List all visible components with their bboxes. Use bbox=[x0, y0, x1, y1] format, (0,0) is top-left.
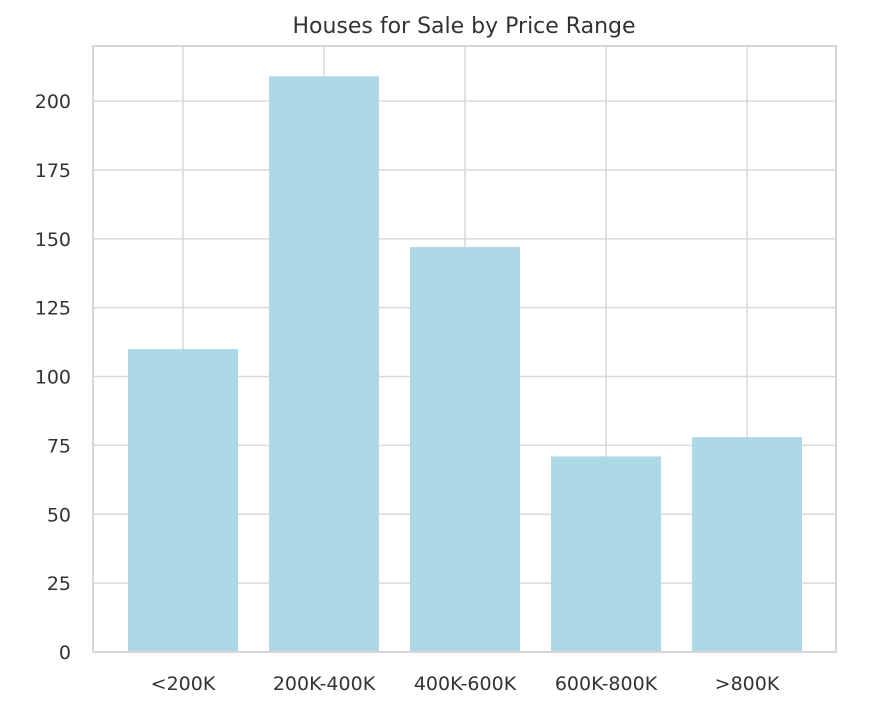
x-tick-label: 200K-400K bbox=[273, 673, 376, 695]
x-tick-label: 600K-800K bbox=[555, 673, 658, 695]
y-tick-label: 200 bbox=[35, 91, 71, 113]
x-axis-ticks: <200K 200K-400K 400K-600K 600K-800K >800K bbox=[151, 673, 780, 695]
bar bbox=[410, 247, 520, 652]
y-tick-label: 25 bbox=[47, 573, 71, 595]
bar bbox=[128, 349, 238, 652]
bars bbox=[128, 76, 802, 653]
y-tick-label: 100 bbox=[35, 367, 71, 389]
y-tick-label: 0 bbox=[59, 642, 71, 664]
x-tick-label: 400K-600K bbox=[414, 673, 517, 695]
bar bbox=[692, 437, 802, 652]
chart-title: Houses for Sale by Price Range bbox=[292, 14, 635, 39]
bar bbox=[269, 76, 379, 653]
x-tick-label: <200K bbox=[151, 673, 216, 695]
y-tick-label: 125 bbox=[35, 298, 71, 320]
bar bbox=[551, 456, 661, 652]
y-axis-ticks: 0 25 50 75 100 125 150 175 200 bbox=[35, 91, 71, 664]
y-tick-label: 50 bbox=[47, 504, 71, 526]
x-tick-label: >800K bbox=[715, 673, 780, 695]
y-tick-label: 150 bbox=[35, 229, 71, 251]
y-tick-label: 175 bbox=[35, 160, 71, 182]
y-tick-label: 75 bbox=[47, 435, 71, 457]
plot-frame bbox=[92, 45, 837, 653]
